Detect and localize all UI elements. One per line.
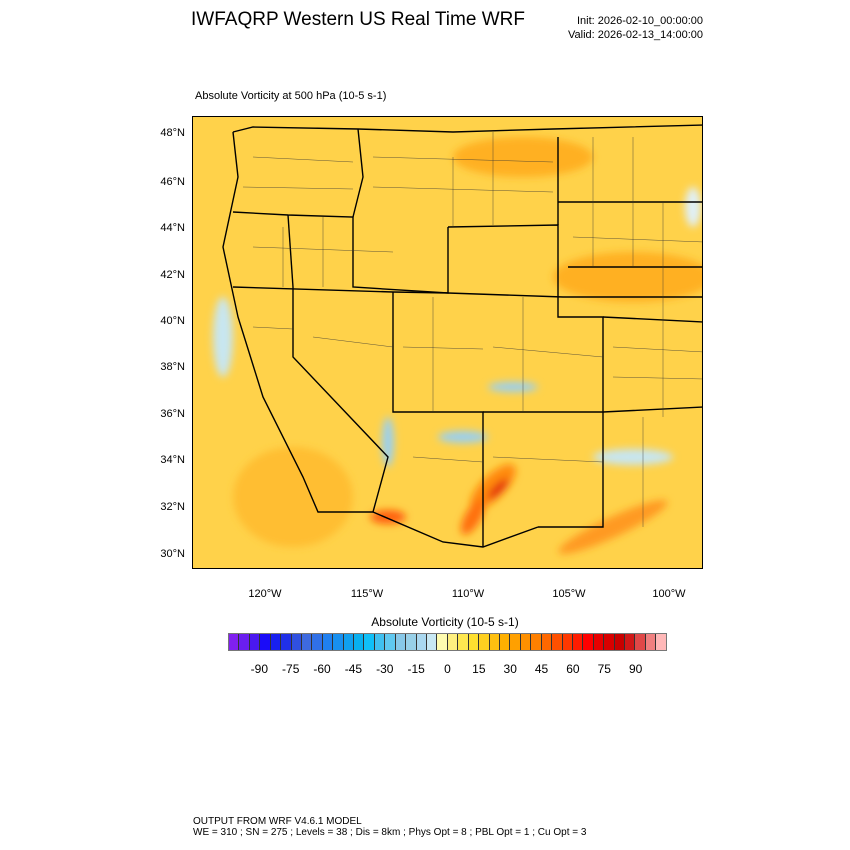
colorbar-swatch — [656, 634, 666, 650]
colorbar-swatch — [458, 634, 469, 650]
colorbar-swatch — [281, 634, 292, 650]
colorbar-swatch — [468, 634, 480, 650]
lon-label: 120°W — [248, 588, 282, 600]
colorbar-swatch — [249, 634, 261, 650]
colorbar-title: Absolute Vorticity (10-5 s-1) — [371, 615, 519, 629]
colorbar-swatch — [354, 634, 365, 650]
colorbar-swatch — [499, 634, 511, 650]
colorbar-swatch — [583, 634, 594, 650]
colorbar-swatch — [635, 634, 646, 650]
lon-label: 115°W — [350, 588, 384, 600]
lon-label: 100°W — [652, 588, 686, 600]
colorbar-swatch — [437, 634, 448, 650]
model-footer: OUTPUT FROM WRF V4.6.1 MODEL WE = 310 ; … — [193, 816, 586, 838]
lon-label: 105°W — [552, 588, 586, 600]
colorbar-swatch — [312, 634, 323, 650]
colorbar-swatch — [322, 634, 334, 650]
colorbar-swatch — [385, 634, 396, 650]
colorbar-label: -30 — [376, 662, 394, 676]
colorbar-swatch — [520, 634, 532, 650]
lat-label: 40°N — [160, 315, 185, 327]
colorbar-label: -75 — [282, 662, 300, 676]
colorbar-swatch — [572, 634, 584, 650]
colorbar-swatch — [291, 634, 302, 650]
field-subtitle: Absolute Vorticity at 500 hPa (10-5 s-1) — [195, 90, 387, 102]
lon-label: 110°W — [451, 588, 485, 600]
colorbar-swatch — [364, 634, 375, 650]
lat-label: 32°N — [160, 501, 185, 513]
time-info: Init: 2026-02-10_00:00:00 Valid: 2026-02… — [568, 14, 703, 42]
colorbar-swatch — [333, 634, 344, 650]
lat-label: 34°N — [160, 454, 185, 466]
colorbar-swatch — [447, 634, 459, 650]
colorbar-label: 15 — [472, 662, 486, 676]
lat-label: 48°N — [160, 127, 185, 139]
lat-label: 44°N — [160, 222, 185, 234]
colorbar-swatch — [479, 634, 490, 650]
colorbar-swatch — [270, 634, 282, 650]
colorbar-label: -15 — [407, 662, 425, 676]
colorbar-label: -45 — [344, 662, 363, 676]
colorbar-swatch — [229, 634, 240, 650]
colorbar-label: -90 — [250, 662, 269, 676]
valid-time: Valid: 2026-02-13_14:00:00 — [568, 29, 703, 41]
lat-label: 30°N — [160, 548, 185, 560]
colorbar-swatch — [395, 634, 407, 650]
plot-title: IWFAQRP Western US Real Time WRF — [191, 9, 525, 30]
colorbar-swatch — [489, 634, 500, 650]
colorbar — [228, 633, 667, 651]
colorbar-swatch — [343, 634, 355, 650]
colorbar-label: 30 — [503, 662, 517, 676]
lat-label: 42°N — [160, 269, 185, 281]
colorbar-label: 60 — [566, 662, 580, 676]
map-field — [193, 117, 702, 568]
county-borders — [242, 132, 702, 527]
lat-label: 36°N — [160, 408, 185, 420]
colorbar-swatch — [604, 634, 615, 650]
colorbar-swatch — [406, 634, 417, 650]
colorbar-swatch — [260, 634, 271, 650]
colorbar-swatch — [593, 634, 605, 650]
state-borders — [222, 124, 702, 548]
colorbar-swatch — [552, 634, 563, 650]
colorbar-swatch — [239, 634, 250, 650]
colorbar-swatch — [645, 634, 657, 650]
colorbar-label: 90 — [628, 662, 643, 676]
colorbar-label: -60 — [313, 662, 331, 676]
colorbar-swatch — [531, 634, 542, 650]
colorbar-swatch — [614, 634, 626, 650]
colorbar-label: 75 — [597, 662, 611, 676]
colorbar-label: 45 — [534, 662, 549, 676]
colorbar-swatch — [374, 634, 386, 650]
colorbar-swatch — [301, 634, 313, 650]
colorbar-swatch — [427, 634, 438, 650]
colorbar-swatch — [625, 634, 636, 650]
vorticity-map — [192, 116, 703, 569]
model-version: OUTPUT FROM WRF V4.6.1 MODEL — [193, 816, 362, 827]
colorbar-swatch — [510, 634, 521, 650]
colorbar-swatch — [562, 634, 573, 650]
lat-label: 38°N — [160, 361, 185, 373]
lat-label: 46°N — [160, 176, 185, 188]
colorbar-swatch — [416, 634, 428, 650]
colorbar-swatch — [541, 634, 553, 650]
model-config: WE = 310 ; SN = 275 ; Levels = 38 ; Dis … — [193, 827, 587, 838]
colorbar-label: 0 — [444, 662, 451, 676]
init-time: Init: 2026-02-10_00:00:00 — [577, 15, 703, 27]
